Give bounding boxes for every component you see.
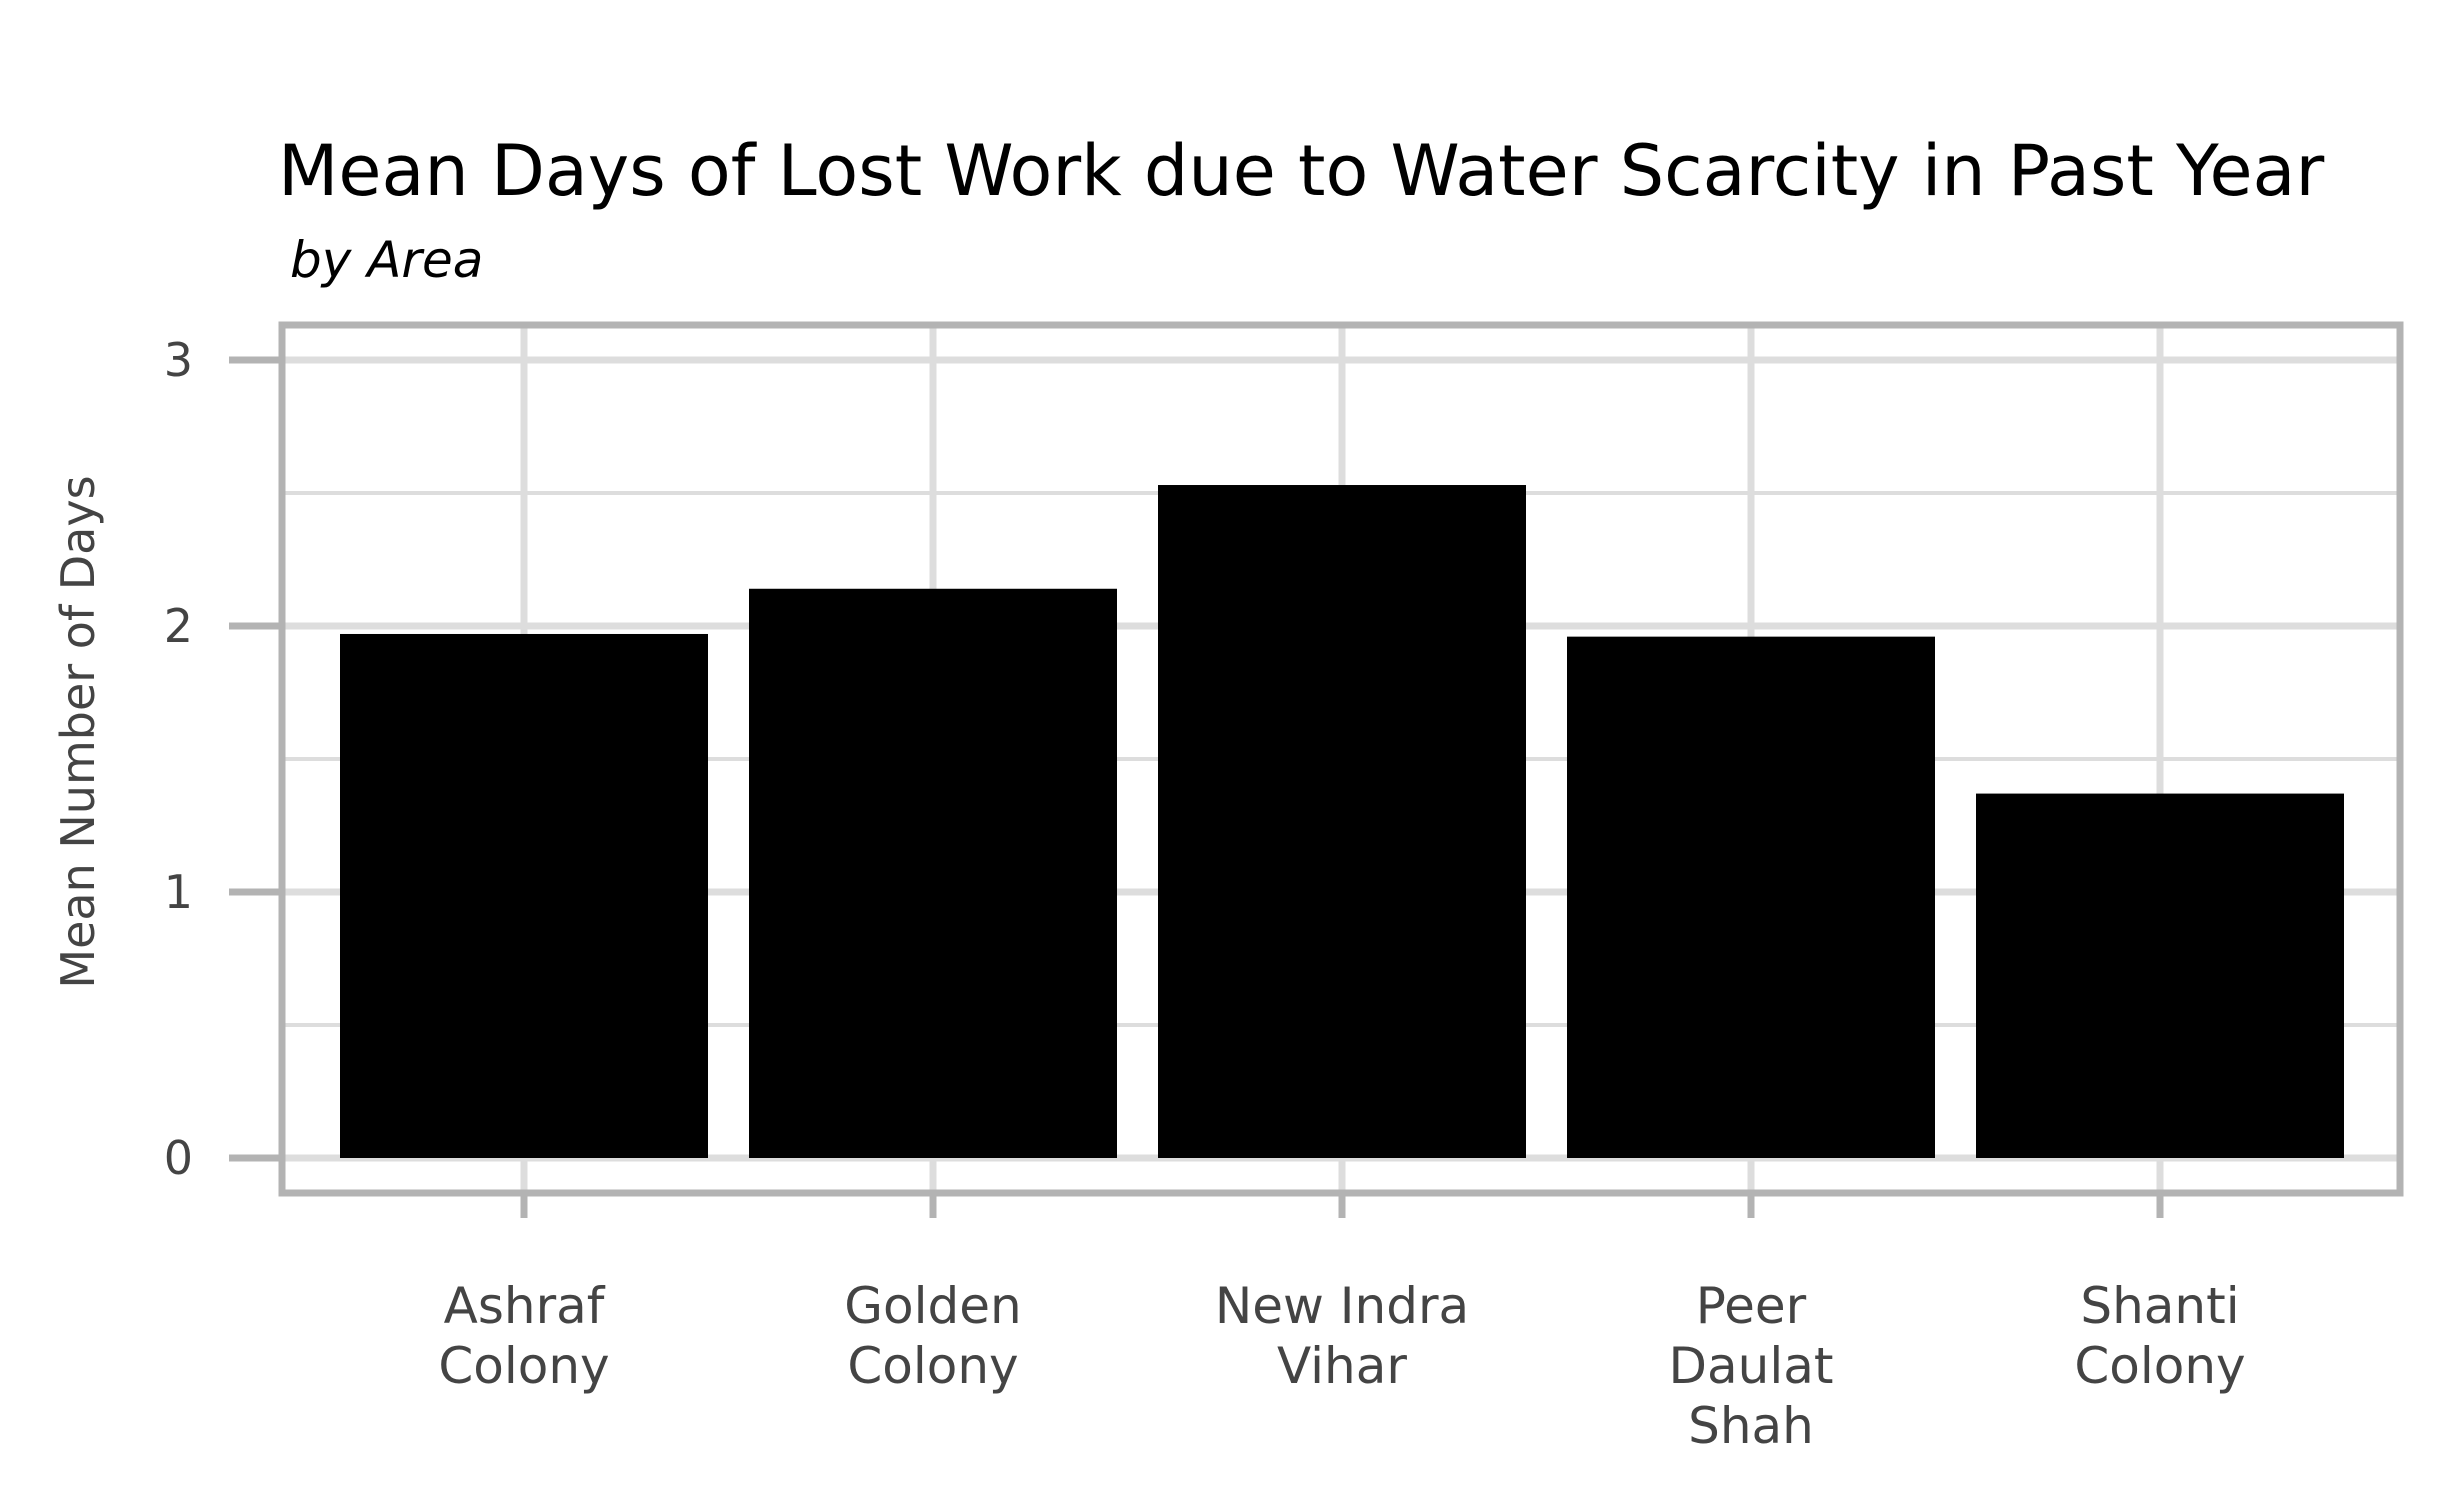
- y-axis: 0 1 2 3: [164, 333, 282, 1185]
- bar-ashraf-colony: [340, 633, 708, 1158]
- x-tick-label: New Indra Vihar: [1215, 1277, 1469, 1395]
- y-tick-label: 0: [164, 1131, 193, 1185]
- chart-subtitle: by Area: [290, 231, 483, 289]
- bar-peer-daulat-shah: [1567, 636, 1935, 1158]
- bar-new-indra-vihar: [1158, 485, 1526, 1158]
- y-tick-label: 2: [164, 599, 193, 653]
- x-tick-label: Peer Daulat Shah: [1669, 1277, 1834, 1455]
- x-tick-label: Shanti Colony: [2074, 1277, 2245, 1395]
- bar-golden-colony: [749, 588, 1117, 1158]
- x-tick-label: Golden Colony: [844, 1277, 1021, 1395]
- chart-title: Mean Days of Lost Work due to Water Scar…: [278, 130, 2324, 212]
- y-tick-label: 3: [164, 333, 193, 387]
- x-tick-label: Ashraf Colony: [438, 1277, 609, 1395]
- y-tick-label: 1: [164, 865, 193, 919]
- y-axis-label: Mean Number of Days: [51, 475, 105, 988]
- bars: [340, 485, 2344, 1158]
- x-axis: Ashraf Colony Golden Colony New Indra Vihar Pe…: [438, 1193, 2246, 1455]
- bar-shanti-colony: [1976, 793, 2344, 1158]
